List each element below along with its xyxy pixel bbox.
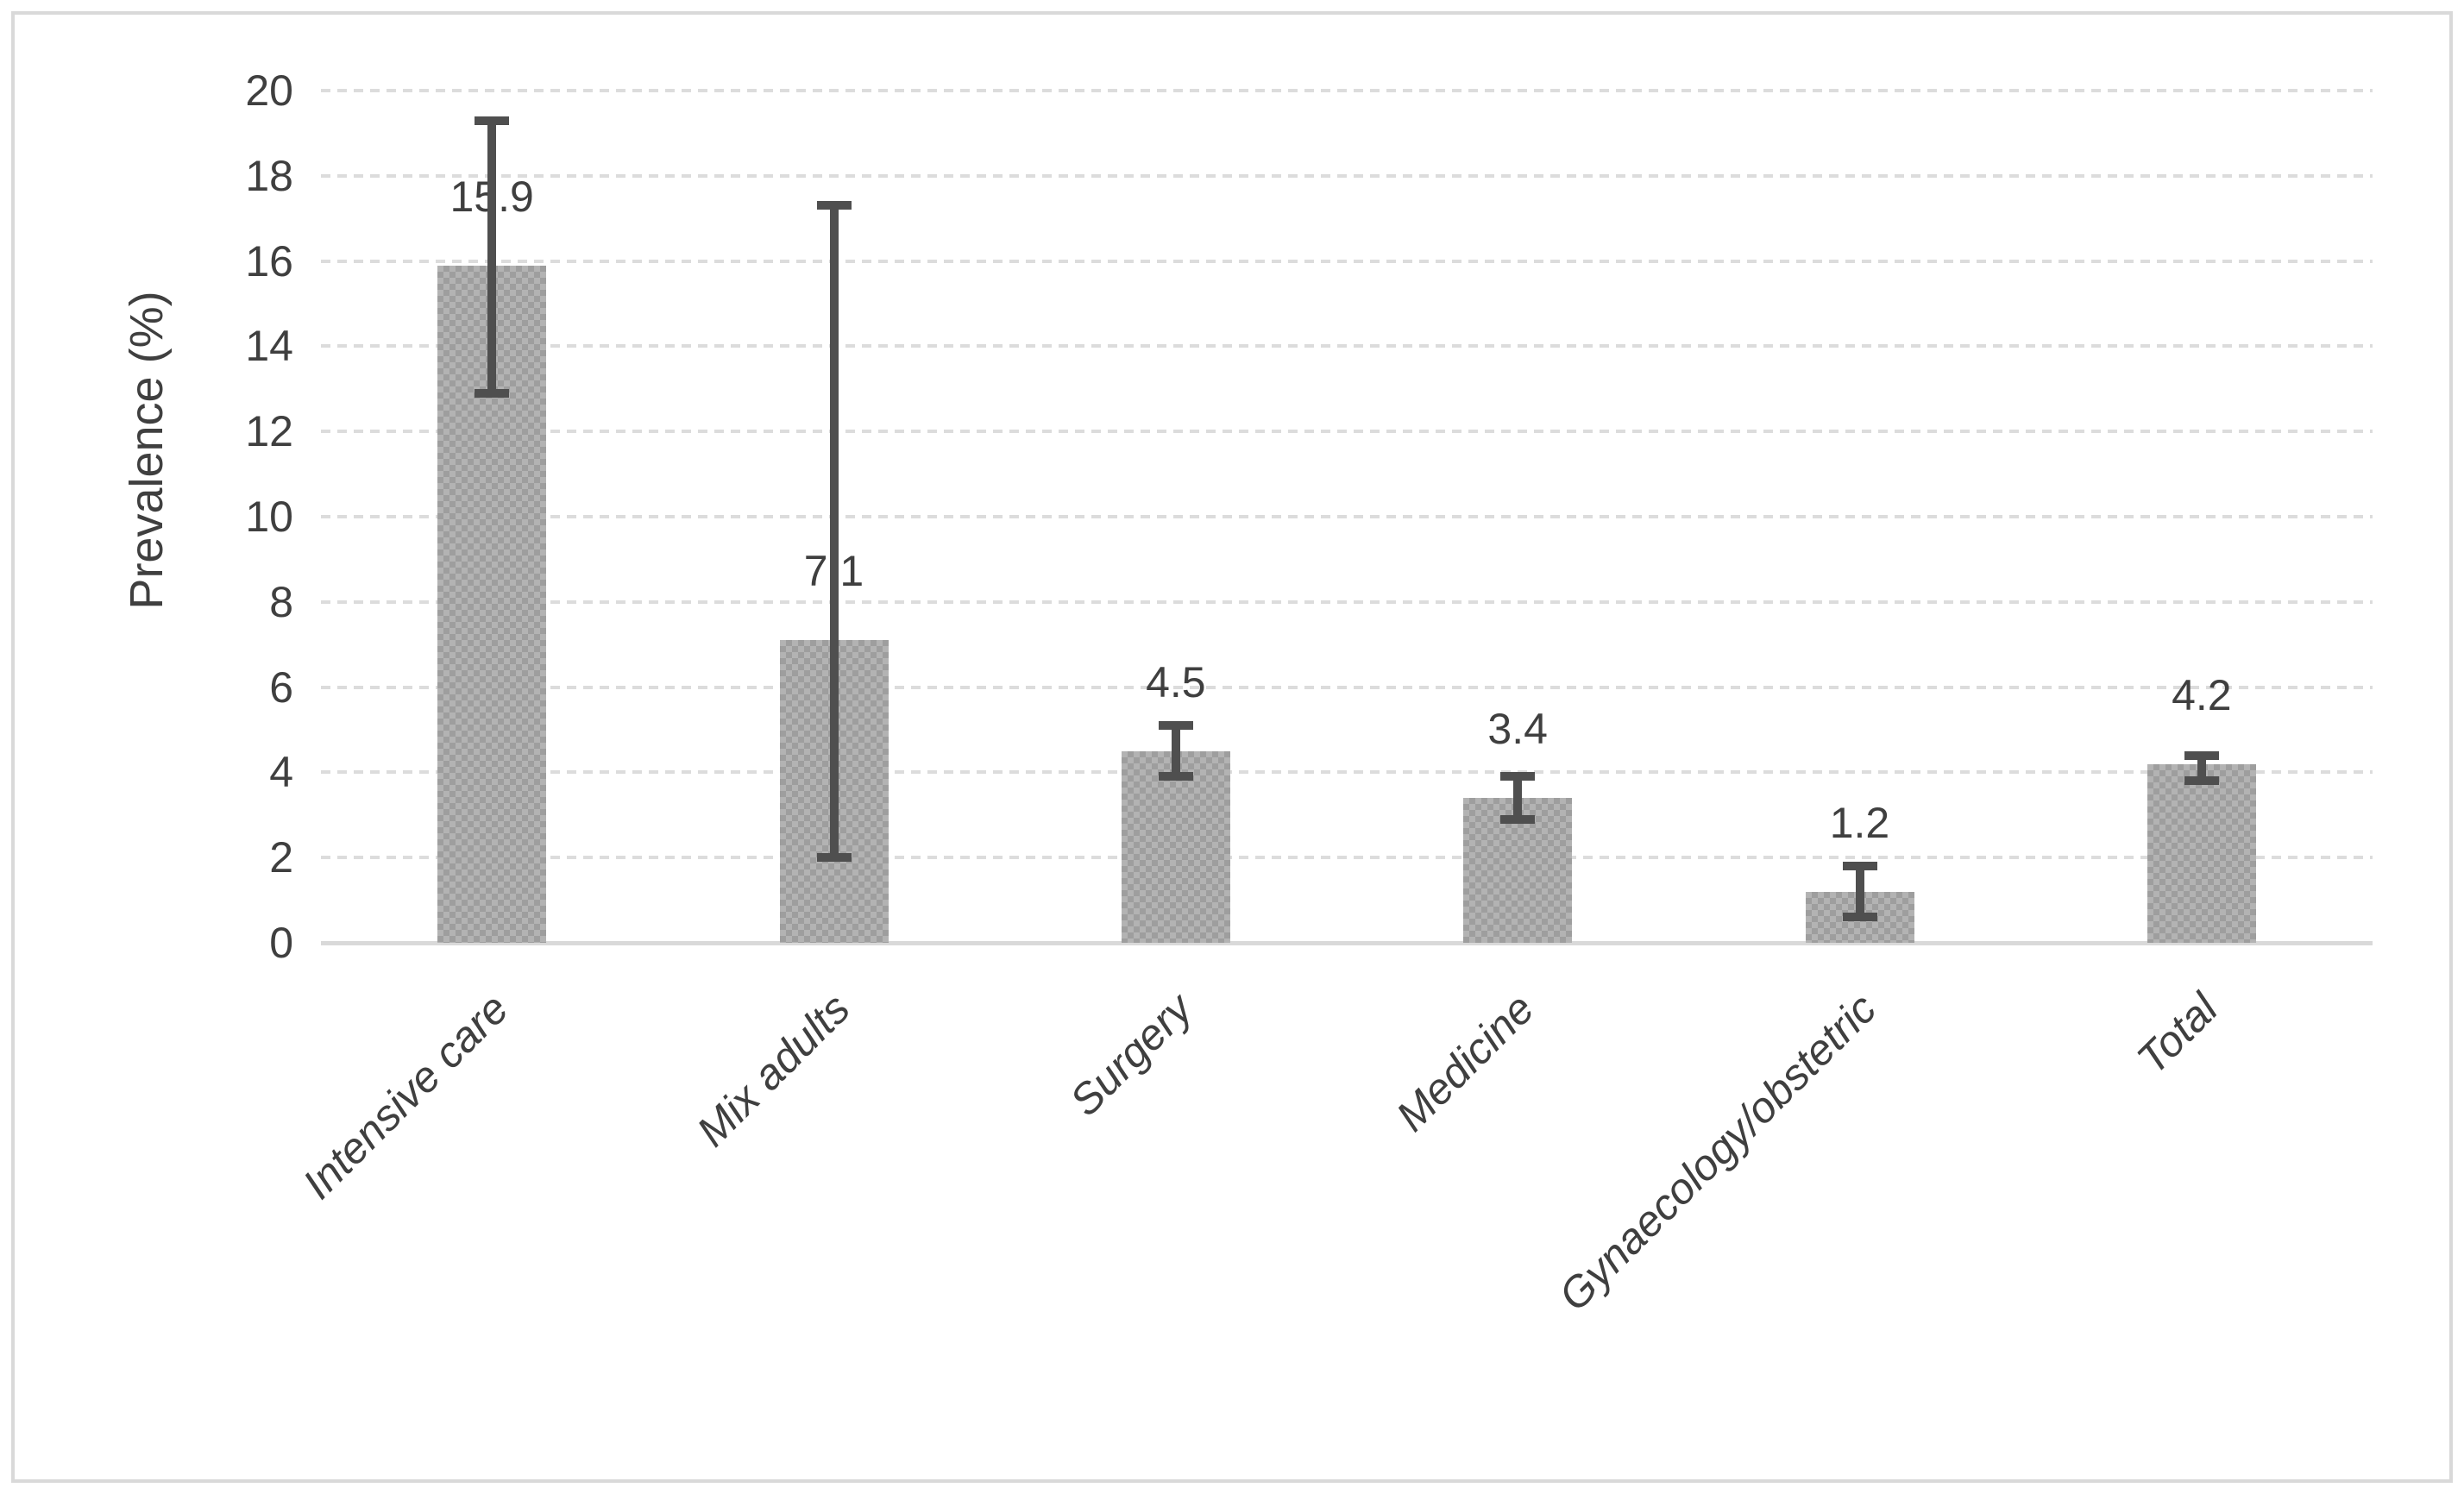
data-label: 4.5 bbox=[1146, 657, 1206, 706]
y-tick-label: 14 bbox=[245, 322, 293, 371]
y-tick-label: 4 bbox=[269, 748, 293, 797]
error-bar-cap-top bbox=[1158, 721, 1193, 731]
bar-Total bbox=[2147, 763, 2256, 943]
error-bar-cap-top bbox=[1842, 862, 1877, 871]
y-tick-label: 2 bbox=[269, 833, 293, 882]
error-bar-line bbox=[1855, 866, 1864, 918]
x-axis-line bbox=[321, 941, 2373, 945]
y-tick-label: 16 bbox=[245, 236, 293, 286]
gridline-y8 bbox=[321, 599, 2373, 604]
error-bar-cap-top bbox=[2184, 750, 2219, 760]
y-tick-label: 8 bbox=[269, 577, 293, 626]
error-bar-cap-bottom bbox=[1500, 814, 1536, 824]
category-label-Mix adults: Mix adults bbox=[688, 984, 860, 1156]
error-bar-line bbox=[1171, 725, 1180, 777]
error-bar-line bbox=[829, 205, 839, 858]
y-tick-label: 20 bbox=[245, 66, 293, 115]
data-label: 4.2 bbox=[2172, 670, 2232, 719]
gridline-y16 bbox=[321, 259, 2373, 263]
category-label-Total: Total bbox=[2128, 984, 2228, 1083]
error-bar-line bbox=[2197, 755, 2206, 782]
error-bar-cap-bottom bbox=[1158, 772, 1193, 782]
error-bar-cap-top bbox=[1500, 772, 1536, 782]
category-label-Gynaecology/obstetric: Gynaecology/obstetric bbox=[1549, 984, 1886, 1321]
gridline-y14 bbox=[321, 344, 2373, 348]
gridline-y20 bbox=[321, 89, 2373, 92]
error-bar-line bbox=[1513, 776, 1523, 819]
gridline-y2 bbox=[321, 856, 2373, 860]
error-bar-cap-bottom bbox=[1842, 913, 1877, 922]
gridline-y10 bbox=[321, 515, 2373, 518]
y-tick-label: 12 bbox=[245, 407, 293, 456]
bar-Surgery bbox=[1121, 750, 1230, 943]
gridline-y12 bbox=[321, 430, 2373, 434]
y-tick-label: 18 bbox=[245, 151, 293, 200]
error-bar-cap-top bbox=[816, 201, 852, 210]
gridline-y6 bbox=[321, 685, 2373, 689]
error-bar-cap-bottom bbox=[816, 853, 852, 863]
error-bar-cap-top bbox=[475, 116, 510, 125]
category-label-Medicine: Medicine bbox=[1386, 984, 1543, 1141]
data-label: 1.2 bbox=[1829, 798, 1890, 847]
plot-area: 15.9Intensive care7.1Mix adults4.5Surger… bbox=[293, 89, 2373, 1320]
error-bar-line bbox=[487, 120, 497, 393]
y-tick-label: 0 bbox=[269, 919, 293, 967]
y-tick-label: 10 bbox=[245, 493, 293, 541]
category-label-Surgery: Surgery bbox=[1060, 984, 1202, 1126]
error-bar-cap-bottom bbox=[2184, 776, 2219, 786]
error-bar-cap-bottom bbox=[475, 388, 510, 398]
y-tick-label: 6 bbox=[269, 662, 293, 712]
data-label: 3.4 bbox=[1487, 705, 1548, 754]
gridline-y18 bbox=[321, 173, 2373, 178]
category-label-Intensive care: Intensive care bbox=[293, 984, 518, 1208]
gridline-y4 bbox=[321, 770, 2373, 775]
